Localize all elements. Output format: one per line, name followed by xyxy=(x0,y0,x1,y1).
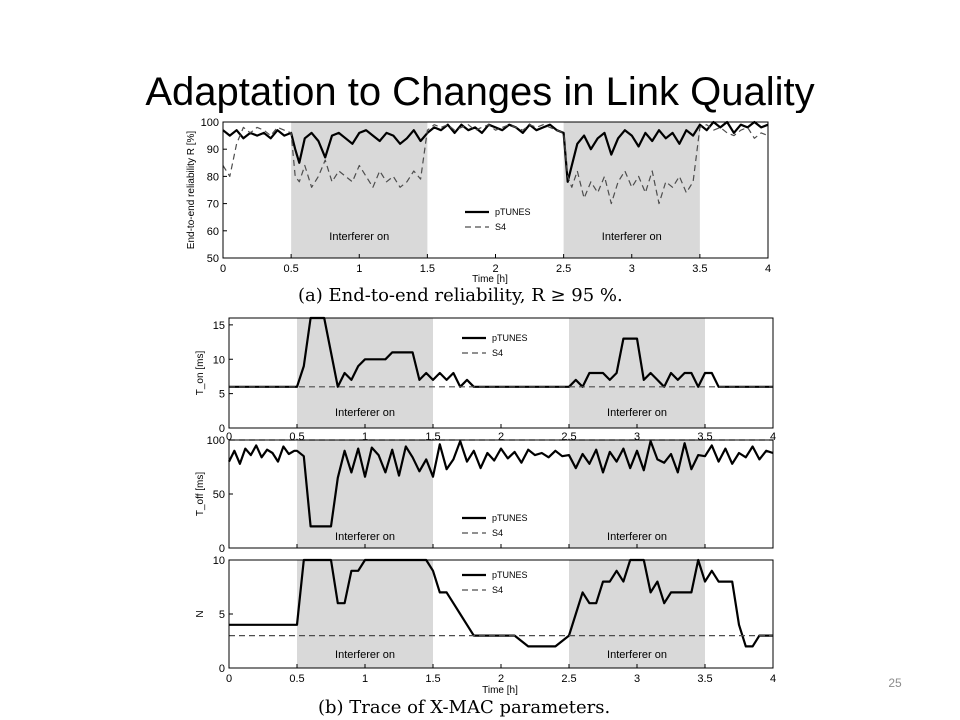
legend-label-ptunes: pTUNES xyxy=(492,333,528,343)
caption-b: (b) Trace of X-MAC parameters. xyxy=(318,697,610,718)
y-tick-label: 100 xyxy=(207,435,225,447)
x-tick-label: 0.5 xyxy=(289,673,304,685)
y-axis-label: T_on [ms] xyxy=(195,351,206,396)
legend-label-ptunes: pTUNES xyxy=(495,207,531,217)
y-axis-label: End-to-end reliability R [%] xyxy=(186,131,197,250)
x-tick-label: 2 xyxy=(498,673,504,685)
x-tick-label: 3 xyxy=(629,263,635,275)
x-tick-label: 0 xyxy=(220,263,226,275)
legend-label-s4: S4 xyxy=(495,222,506,232)
interferer-label: Interferer on xyxy=(607,649,667,661)
interferer-label: Interferer on xyxy=(602,231,662,243)
interferer-label: Interferer on xyxy=(335,407,395,419)
x-tick-label: 0 xyxy=(226,673,232,685)
legend-label-ptunes: pTUNES xyxy=(492,570,528,580)
caption-a: (a) End-to-end reliability, R ≥ 95 %. xyxy=(298,285,623,306)
x-tick-label: 3.5 xyxy=(692,263,707,275)
reliability-chart: Interferer on Interferer on 50 60 70 80 90 100 0… xyxy=(186,117,771,285)
interferer-region xyxy=(569,560,705,668)
y-tick-label: 90 xyxy=(207,144,219,156)
y-tick-label: 5 xyxy=(219,609,225,621)
interferer-region xyxy=(297,440,433,548)
x-tick-label: 1.5 xyxy=(420,263,435,275)
y-tick-label: 0 xyxy=(219,543,225,555)
interferer-label: Interferer on xyxy=(335,649,395,661)
series-line-ptunes xyxy=(228,440,774,528)
x-axis-label: Time [h] xyxy=(472,274,508,285)
x-tick-label: 2 xyxy=(492,263,498,275)
toff-chart: Interferer on Interferer on 0 50 100 T_off [m… xyxy=(195,435,774,555)
x-tick-label: 4 xyxy=(770,673,776,685)
x-tick-label: 3 xyxy=(634,673,640,685)
y-tick-label: 0 xyxy=(219,423,225,435)
series-line-ptunes xyxy=(222,120,769,183)
x-tick-label: 0.5 xyxy=(283,263,298,275)
y-tick-label: 100 xyxy=(201,117,219,129)
x-tick-label: 2.5 xyxy=(561,673,576,685)
y-tick-label: 70 xyxy=(207,199,219,211)
y-tick-label: 10 xyxy=(213,555,225,567)
interferer-label: Interferer on xyxy=(607,531,667,543)
x-tick-label: 4 xyxy=(770,431,776,443)
y-axis-label: N xyxy=(195,610,206,617)
legend-label-s4: S4 xyxy=(492,348,503,358)
y-tick-label: 60 xyxy=(207,226,219,238)
x-tick-label: 3.5 xyxy=(697,673,712,685)
interferer-label: Interferer on xyxy=(329,231,389,243)
interferer-region xyxy=(297,560,433,668)
x-axis-label: Time [h] xyxy=(482,685,518,696)
y-axis-label: T_off [ms] xyxy=(195,472,206,516)
y-tick-label: 15 xyxy=(213,320,225,332)
x-tick-label: 2.5 xyxy=(556,263,571,275)
slide-number: 25 xyxy=(888,676,902,690)
slide-title: Adaptation to Changes in Link Quality xyxy=(145,70,815,113)
x-tick-label: 0 xyxy=(226,431,232,443)
x-tick-label: 1 xyxy=(356,263,362,275)
series-line-s4 xyxy=(222,124,769,205)
x-tick-label: 1 xyxy=(362,673,368,685)
x-tick-label: 1 xyxy=(362,431,368,443)
interferer-region xyxy=(297,318,433,428)
y-tick-label: 50 xyxy=(207,253,219,265)
x-tick-label: 3 xyxy=(634,431,640,443)
x-tick-label: 4 xyxy=(765,263,771,275)
y-tick-label: 0 xyxy=(219,663,225,675)
n-chart: Interferer on Interferer on 0 5 10 0 0.5 1 1.5 2 2… xyxy=(195,555,776,696)
interferer-region xyxy=(291,122,428,258)
x-tick-label: 2 xyxy=(498,431,504,443)
y-tick-label: 10 xyxy=(213,354,225,366)
legend-label-ptunes: pTUNES xyxy=(492,513,528,523)
interferer-region xyxy=(563,122,700,258)
legend-label-s4: S4 xyxy=(492,528,503,538)
legend-label-s4: S4 xyxy=(492,585,503,595)
y-tick-label: 80 xyxy=(207,171,219,183)
interferer-label: Interferer on xyxy=(607,407,667,419)
y-tick-label: 5 xyxy=(219,389,225,401)
interferer-label: Interferer on xyxy=(335,531,395,543)
x-tick-label: 1.5 xyxy=(425,673,440,685)
y-tick-label: 50 xyxy=(213,489,225,501)
